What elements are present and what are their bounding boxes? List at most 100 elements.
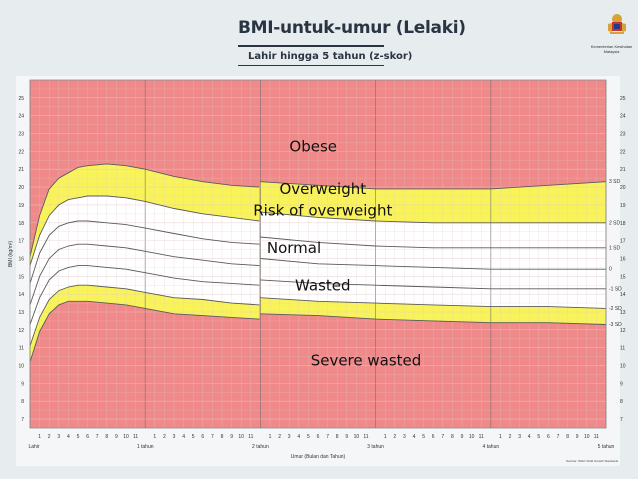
x-tick-month: 2 bbox=[163, 434, 166, 440]
source-note: Sumber: WHO Child Growth Standards bbox=[566, 459, 619, 463]
y-tick-label-left: 21 bbox=[18, 167, 24, 173]
z-curve-0 bbox=[29, 243, 260, 306]
zone-label-obese: Obese bbox=[289, 137, 337, 155]
yellow-zone-lower-1 bbox=[30, 285, 260, 362]
z-score-label: -1 SD bbox=[609, 286, 622, 292]
x-tick-month: 9 bbox=[345, 434, 348, 440]
y-tick-label-left: 17 bbox=[18, 239, 24, 245]
z-score-label: -3 SD bbox=[609, 322, 622, 328]
x-tick-month: 9 bbox=[115, 434, 118, 440]
y-tick-label-right: 9 bbox=[620, 381, 623, 387]
zone-label-normal: Normal bbox=[267, 239, 321, 257]
y-tick-label-left: 20 bbox=[18, 185, 24, 191]
x-tick-month: 6 bbox=[547, 434, 550, 440]
y-tick-label-left: 25 bbox=[18, 96, 24, 102]
x-tick-month: 8 bbox=[451, 434, 454, 440]
x-tick-month: 6 bbox=[317, 434, 320, 440]
z-curve--3 bbox=[29, 300, 260, 363]
x-tick-month: 10 bbox=[469, 434, 475, 440]
y-tick-label-left: 9 bbox=[21, 381, 24, 387]
y-tick-label-right: 13 bbox=[620, 310, 626, 316]
y-axis-title: BMI (kg/m²) bbox=[8, 241, 14, 267]
subtitle-underline bbox=[238, 65, 384, 66]
x-tick-month: 4 bbox=[528, 434, 531, 440]
y-tick-label-right: 25 bbox=[620, 96, 626, 102]
y-tick-label-left: 23 bbox=[18, 132, 24, 138]
x-tick-month: 5 bbox=[537, 434, 540, 440]
y-tick-label-left: 18 bbox=[18, 221, 24, 227]
z-curve--2 bbox=[29, 284, 260, 347]
z-curve--1 bbox=[29, 265, 260, 325]
z-score-label: 2 SD bbox=[609, 220, 621, 226]
x-tick-month: 4 bbox=[67, 434, 70, 440]
ministry-name: Kementerian Kesihatan Malaysia bbox=[590, 44, 633, 54]
y-tick-label-right: 23 bbox=[620, 132, 626, 138]
x-tick-month: 6 bbox=[432, 434, 435, 440]
zone-label-overweight: Overweight bbox=[279, 180, 366, 198]
z-curve--3 bbox=[260, 313, 607, 325]
z-curve--2 bbox=[260, 297, 607, 309]
plot-border bbox=[29, 79, 607, 429]
x-tick-year: 4 tahun bbox=[482, 444, 499, 450]
x-tick-month: 3 bbox=[403, 434, 406, 440]
z-curve-2 bbox=[260, 211, 606, 224]
y-tick-label-right: 11 bbox=[620, 346, 625, 352]
y-tick-label-left: 16 bbox=[18, 256, 24, 262]
y-tick-label-left: 7 bbox=[21, 417, 24, 423]
x-tick-month: 1 bbox=[499, 434, 502, 440]
x-tick-month: 2 bbox=[509, 434, 512, 440]
z-curve-2 bbox=[29, 195, 260, 266]
y-tick-label-left: 19 bbox=[18, 203, 24, 209]
x-tick-month: 4 bbox=[182, 434, 185, 440]
z-curve-1 bbox=[29, 220, 260, 284]
z-curve-3 bbox=[260, 181, 607, 190]
x-tick-month: 11 bbox=[248, 434, 253, 440]
y-tick-label-right: 15 bbox=[620, 274, 626, 280]
x-tick-month: 1 bbox=[269, 434, 272, 440]
title-underline bbox=[238, 45, 384, 47]
x-tick-month: 1 bbox=[38, 434, 41, 440]
x-tick-month: 7 bbox=[326, 434, 329, 440]
x-tick-month: 11 bbox=[594, 434, 599, 440]
z-curve-0 bbox=[260, 258, 606, 270]
x-tick-month: 8 bbox=[336, 434, 339, 440]
x-tick-month: 8 bbox=[566, 434, 569, 440]
y-tick-label-left: 22 bbox=[18, 149, 24, 155]
x-tick-month: 5 bbox=[77, 434, 80, 440]
x-tick-year: 5 tahun bbox=[598, 444, 615, 450]
x-tick-month: 1 bbox=[384, 434, 387, 440]
x-tick-month: 9 bbox=[461, 434, 464, 440]
x-tick-month: 2 bbox=[48, 434, 51, 440]
x-tick-month: 1 bbox=[153, 434, 156, 440]
z-score-label: 3 SD bbox=[609, 179, 621, 185]
y-tick-label-right: 24 bbox=[620, 114, 626, 120]
white-zone-1 bbox=[30, 196, 260, 346]
malaysia-coat-of-arms-icon bbox=[608, 14, 626, 34]
y-tick-label-left: 15 bbox=[18, 274, 24, 280]
x-tick-month: 11 bbox=[363, 434, 368, 440]
page-title: BMI-untuk-umur (Lelaki) bbox=[238, 18, 466, 38]
x-tick-month: 7 bbox=[96, 434, 99, 440]
x-tick-month: 11 bbox=[133, 434, 138, 440]
x-tick-month: 3 bbox=[288, 434, 291, 440]
y-tick-label-right: 18 bbox=[620, 221, 626, 227]
y-tick-label-right: 17 bbox=[620, 239, 626, 245]
x-tick-month: 2 bbox=[278, 434, 281, 440]
x-tick-month: 5 bbox=[307, 434, 310, 440]
x-tick-year: 1 tahun bbox=[137, 444, 154, 450]
x-tick-month: 3 bbox=[57, 434, 60, 440]
x-tick-year: 3 tahun bbox=[367, 444, 384, 450]
x-tick-month: 9 bbox=[576, 434, 579, 440]
x-tick-month: 3 bbox=[518, 434, 521, 440]
page-subtitle: Lahir hingga 5 tahun (z-skor) bbox=[248, 51, 413, 62]
x-tick-year: Lahir bbox=[28, 444, 39, 450]
x-tick-month: 7 bbox=[557, 434, 560, 440]
z-score-label: 1 SD bbox=[609, 245, 621, 251]
zone-label-severe-wasted: Severe wasted bbox=[311, 352, 422, 370]
x-tick-month: 7 bbox=[211, 434, 214, 440]
x-tick-month: 5 bbox=[422, 434, 425, 440]
x-tick-month: 8 bbox=[221, 434, 224, 440]
y-tick-label-right: 21 bbox=[620, 167, 626, 173]
y-tick-label-right: 12 bbox=[620, 328, 626, 334]
